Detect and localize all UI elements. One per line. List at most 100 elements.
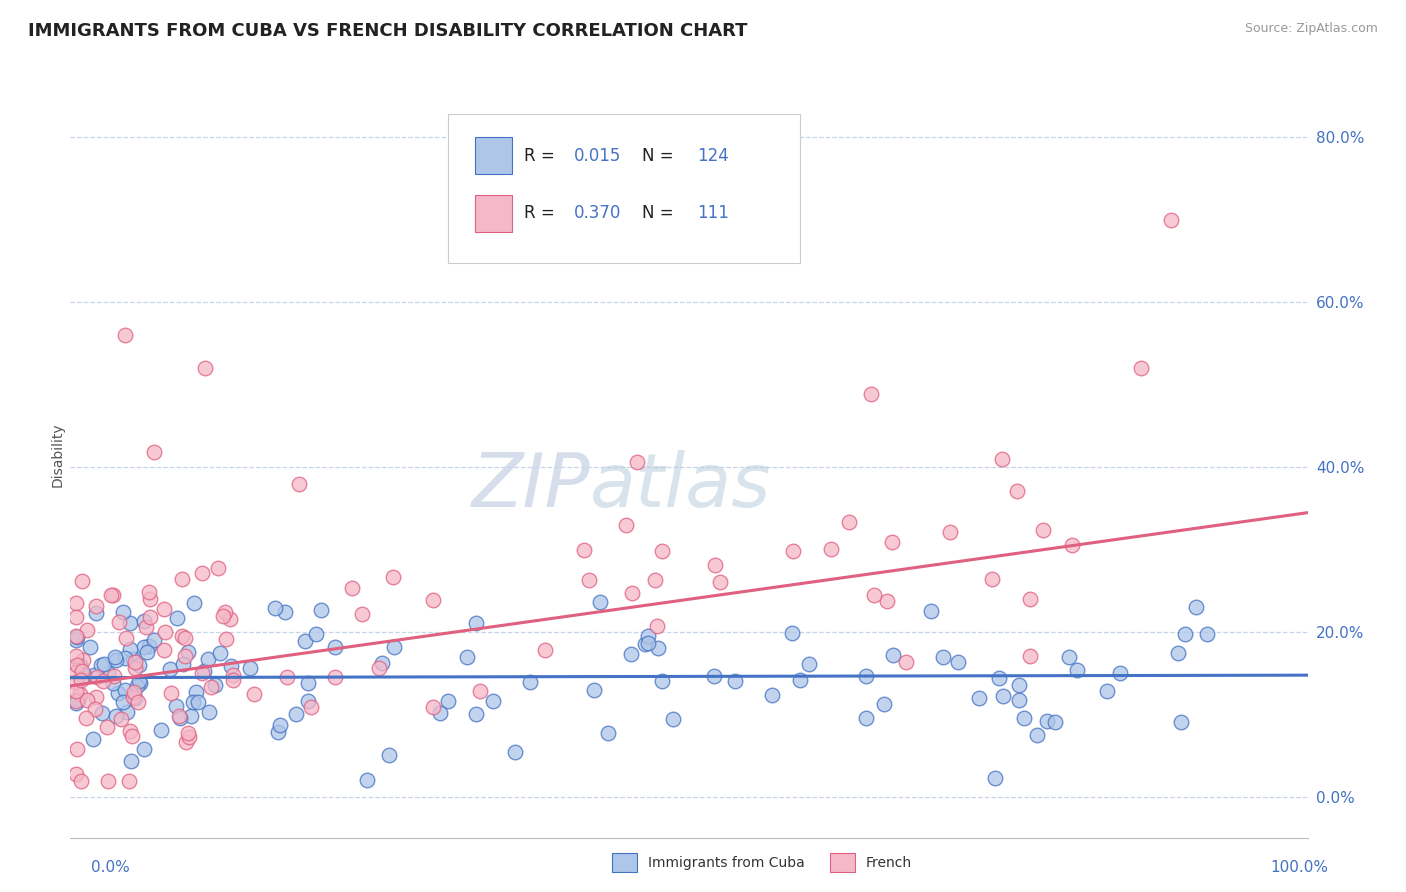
Point xyxy=(578,573,600,587)
Point xyxy=(221,673,243,687)
Point xyxy=(297,675,319,690)
Point xyxy=(855,711,877,725)
Point xyxy=(855,669,877,683)
Point xyxy=(263,600,285,615)
Point xyxy=(129,675,152,690)
Text: Source: ZipAtlas.com: Source: ZipAtlas.com xyxy=(1244,22,1378,36)
Point xyxy=(65,629,87,643)
Point xyxy=(66,631,89,645)
Text: 0.370: 0.370 xyxy=(574,204,621,222)
Point xyxy=(117,705,139,719)
FancyBboxPatch shape xyxy=(475,194,512,232)
Point xyxy=(782,544,804,558)
Point xyxy=(66,742,89,756)
Point xyxy=(84,599,107,613)
Point xyxy=(297,693,319,707)
Point xyxy=(204,678,226,692)
Point xyxy=(65,665,87,679)
Point xyxy=(797,657,820,671)
Point xyxy=(69,673,91,687)
Point xyxy=(703,669,725,683)
Point xyxy=(124,661,146,675)
Point xyxy=(97,773,120,788)
Point xyxy=(378,748,401,763)
Point xyxy=(285,706,308,721)
Point xyxy=(172,572,194,586)
Point xyxy=(65,767,87,781)
Point xyxy=(273,605,295,619)
Point xyxy=(572,542,595,557)
Point xyxy=(96,720,118,734)
Point xyxy=(165,698,187,713)
Text: 111: 111 xyxy=(697,204,730,222)
Point xyxy=(153,602,176,616)
Point xyxy=(166,611,188,625)
Point xyxy=(1035,714,1057,728)
Point xyxy=(932,650,955,665)
Point xyxy=(100,588,122,602)
Point xyxy=(1129,361,1152,376)
Point xyxy=(920,604,942,618)
Point xyxy=(620,647,643,661)
Text: atlas: atlas xyxy=(591,450,772,522)
Point xyxy=(939,524,962,539)
Point xyxy=(121,652,143,666)
Point xyxy=(948,655,970,669)
Point xyxy=(1173,626,1195,640)
Point xyxy=(91,673,114,688)
Point xyxy=(79,640,101,654)
Point xyxy=(200,680,222,694)
Point xyxy=(323,640,346,654)
Point xyxy=(465,616,488,631)
Point xyxy=(1008,677,1031,691)
Point xyxy=(662,712,685,726)
Point xyxy=(873,697,896,711)
Point xyxy=(780,625,803,640)
Point xyxy=(789,673,811,687)
Point xyxy=(127,695,149,709)
Point xyxy=(342,581,364,595)
Point xyxy=(191,566,214,580)
Point xyxy=(66,692,89,706)
Point xyxy=(382,640,405,654)
Point xyxy=(65,596,87,610)
Point xyxy=(65,693,87,707)
Point xyxy=(368,661,391,675)
Point xyxy=(882,648,904,662)
Point xyxy=(1167,646,1189,660)
Point xyxy=(589,595,612,609)
Point xyxy=(170,629,193,643)
FancyBboxPatch shape xyxy=(475,137,512,174)
Point xyxy=(243,687,266,701)
Point xyxy=(153,643,176,657)
Point xyxy=(1043,714,1066,729)
FancyBboxPatch shape xyxy=(447,113,800,263)
Point xyxy=(645,619,668,633)
Point xyxy=(101,588,124,602)
Point xyxy=(239,660,262,674)
Point xyxy=(1057,650,1080,665)
Point xyxy=(69,658,91,673)
Point xyxy=(143,632,166,647)
Point xyxy=(222,667,245,681)
Point xyxy=(465,706,488,721)
Point xyxy=(980,573,1002,587)
Point xyxy=(174,631,197,645)
Point xyxy=(135,645,157,659)
Point xyxy=(647,641,669,656)
Point xyxy=(180,709,202,723)
Point xyxy=(84,702,107,716)
Point xyxy=(1170,715,1192,730)
Point xyxy=(269,718,291,732)
Point xyxy=(221,659,243,673)
Point xyxy=(838,515,860,529)
Point xyxy=(724,674,747,689)
Point xyxy=(159,662,181,676)
Text: ZIP: ZIP xyxy=(471,450,591,522)
Text: 100.0%: 100.0% xyxy=(1271,860,1329,874)
Point xyxy=(323,670,346,684)
Point xyxy=(1008,692,1031,706)
Point xyxy=(118,773,141,788)
Y-axis label: Disability: Disability xyxy=(51,423,65,487)
Point xyxy=(132,615,155,629)
